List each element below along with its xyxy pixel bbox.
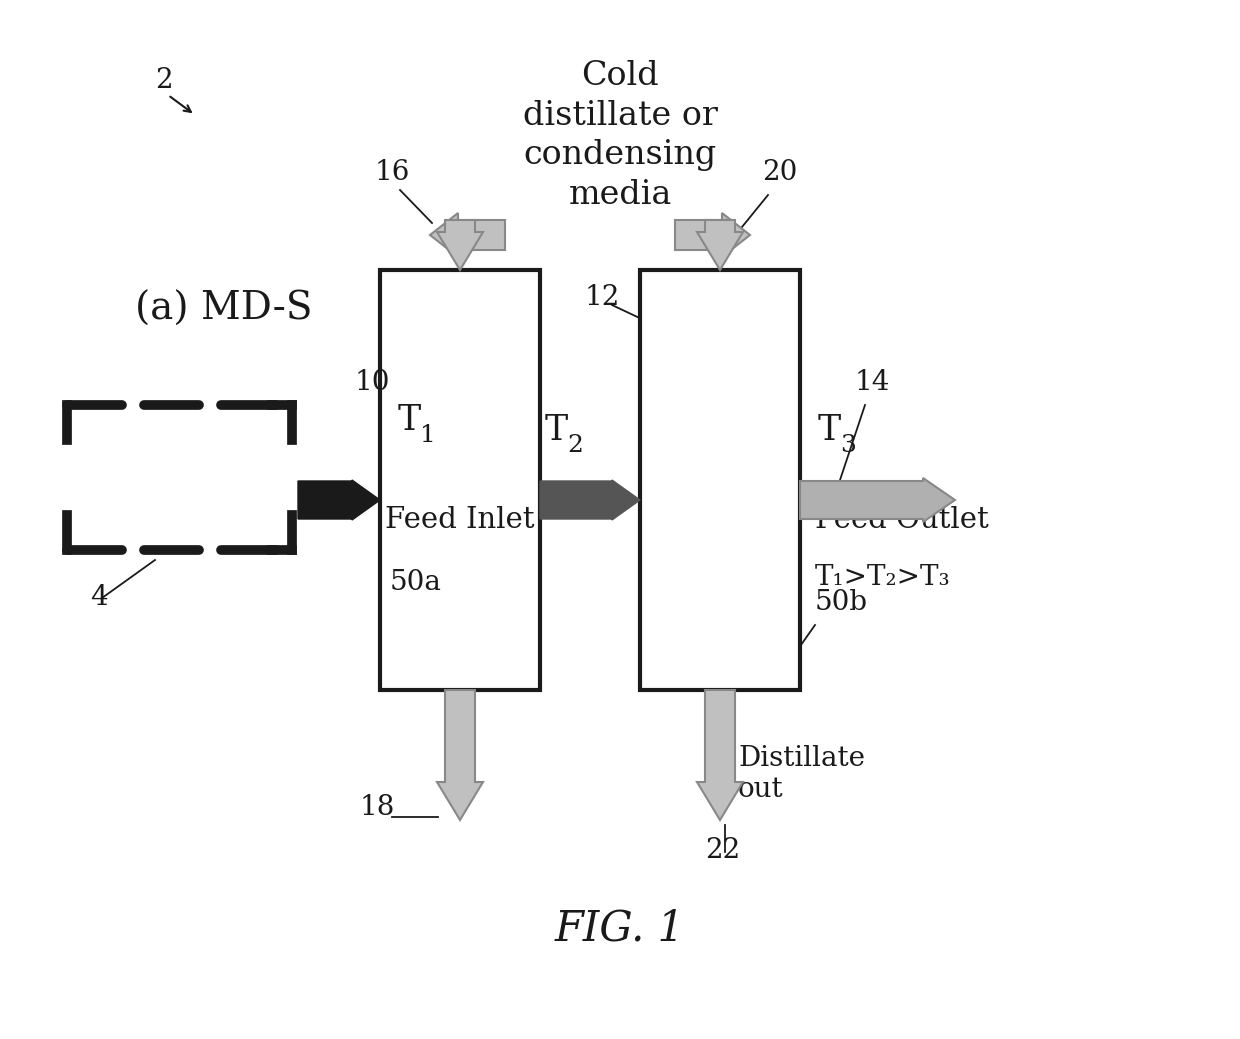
Text: Feed Outlet: Feed Outlet bbox=[815, 506, 988, 534]
Text: 3: 3 bbox=[839, 434, 856, 457]
Text: T: T bbox=[546, 412, 568, 447]
Text: T: T bbox=[398, 403, 422, 437]
Text: Distillate
out: Distillate out bbox=[738, 745, 866, 803]
Text: 50b: 50b bbox=[815, 589, 868, 616]
Text: T: T bbox=[818, 412, 841, 447]
Text: 2: 2 bbox=[155, 66, 172, 94]
Text: 50a: 50a bbox=[391, 569, 441, 596]
Polygon shape bbox=[298, 480, 379, 520]
Text: 14: 14 bbox=[856, 369, 890, 396]
Text: 18: 18 bbox=[360, 794, 396, 821]
Text: 2: 2 bbox=[567, 434, 583, 457]
Polygon shape bbox=[675, 213, 750, 257]
Text: (a) MD-S: (a) MD-S bbox=[135, 291, 312, 328]
Text: Cold
distillate or
condensing
media: Cold distillate or condensing media bbox=[522, 60, 718, 211]
Text: 10: 10 bbox=[355, 369, 391, 396]
Text: 20: 20 bbox=[763, 159, 797, 186]
Text: 22: 22 bbox=[706, 837, 740, 864]
Polygon shape bbox=[697, 690, 743, 820]
Polygon shape bbox=[800, 478, 955, 522]
Bar bbox=[379, 270, 539, 690]
Text: 16: 16 bbox=[374, 159, 410, 186]
Text: 12: 12 bbox=[585, 284, 620, 311]
Text: 4: 4 bbox=[91, 584, 108, 611]
Text: FIG. 1: FIG. 1 bbox=[556, 907, 684, 949]
Polygon shape bbox=[436, 690, 484, 820]
Polygon shape bbox=[430, 213, 505, 257]
Text: Feed Inlet: Feed Inlet bbox=[384, 506, 534, 534]
Bar bbox=[640, 270, 800, 690]
Polygon shape bbox=[436, 220, 484, 270]
Polygon shape bbox=[697, 220, 743, 270]
Text: T₁>T₂>T₃: T₁>T₂>T₃ bbox=[815, 564, 951, 591]
Polygon shape bbox=[539, 480, 640, 520]
Text: 1: 1 bbox=[420, 424, 435, 447]
